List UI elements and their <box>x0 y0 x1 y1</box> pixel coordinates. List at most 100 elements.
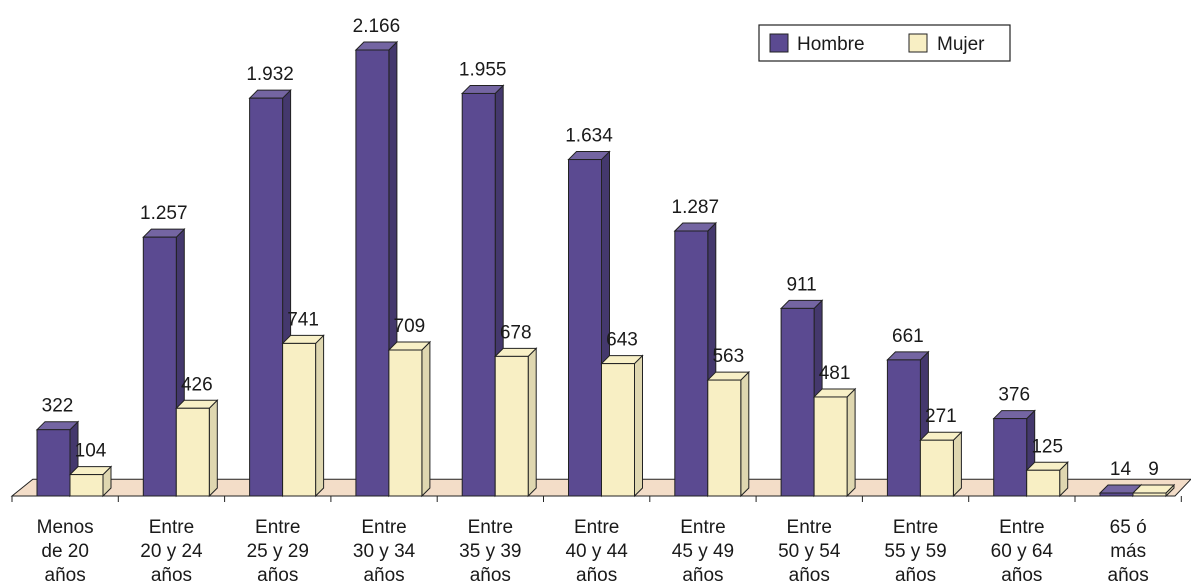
bar-hombre-6 <box>673 221 718 498</box>
bar-hombre-0-front <box>36 429 71 497</box>
category-label-9-line-2: años <box>1001 565 1042 584</box>
category-label-5-line-0: Entre <box>574 517 619 538</box>
category-label-6-line-2: años <box>682 565 723 584</box>
bar-mujer-4-side <box>527 347 537 498</box>
bar-mujer-8-front <box>919 439 954 497</box>
category-label-3-line-2: años <box>363 565 404 584</box>
category-label-0-line-0: Menos <box>37 517 94 538</box>
category-labels-group: Menos de 20 años Entre 20 y 24 años Entre 25 y … <box>37 517 1149 584</box>
bar-mujer-4-front <box>494 355 529 497</box>
bar-mujer-2-front <box>282 342 317 497</box>
category-label-0-line-2: años <box>45 565 86 584</box>
category-label-8-line-2: años <box>895 565 936 584</box>
category-label-2-line-1: 25 y 29 <box>247 541 309 562</box>
data-label-mujer-0: 104 <box>75 441 107 462</box>
data-label-hombre-0: 322 <box>42 396 74 417</box>
bar-mujer-6-top <box>706 371 751 381</box>
data-label-mujer-6: 563 <box>712 346 744 367</box>
bars-group <box>35 40 1176 498</box>
bar-mujer-3-side <box>421 340 431 498</box>
bar-hombre-9-top <box>992 410 1036 420</box>
category-label-1-line-1: 20 y 24 <box>140 541 203 562</box>
bar-hombre-3-top <box>354 41 399 51</box>
bar-hombre-5-top <box>567 151 611 161</box>
bar-mujer-3-front <box>388 349 423 497</box>
category-label-3-line-1: 30 y 34 <box>353 541 416 562</box>
data-label-mujer-7: 481 <box>819 363 851 384</box>
data-label-hombre-5: 1.634 <box>565 126 613 147</box>
data-label-hombre-6: 1.287 <box>672 197 720 218</box>
data-label-hombre-2: 1.932 <box>246 64 294 85</box>
bar-mujer-4-top <box>493 347 538 357</box>
bar-hombre-7-top <box>779 299 824 309</box>
bar-mujer-1-side <box>208 399 218 498</box>
category-label-8-line-1: 55 y 59 <box>884 541 946 562</box>
bar-mujer-0 <box>68 465 113 498</box>
category-label-9-line-1: 60 y 64 <box>991 541 1054 562</box>
category-label-7-line-1: 50 y 54 <box>778 541 841 562</box>
bar-hombre-7-front <box>780 307 815 497</box>
category-label-7-line-0: Entre <box>787 517 832 538</box>
bar-hombre-3-front <box>355 49 390 497</box>
legend-swatch-hombre <box>769 33 789 53</box>
category-label-6-line-0: Entre <box>680 517 725 538</box>
bar-mujer-5-top <box>600 355 644 365</box>
data-label-hombre-3: 2.166 <box>353 16 401 37</box>
bar-hombre-10-front <box>1099 492 1134 497</box>
bar-mujer-6-front <box>707 379 742 497</box>
bar-mujer-9-front <box>1026 469 1061 497</box>
category-label-9-line-0: Entre <box>999 517 1044 538</box>
bar-mujer-9 <box>1025 461 1069 498</box>
data-label-hombre-10: 14 <box>1110 459 1132 480</box>
category-label-5-line-2: años <box>576 565 617 584</box>
bar-mujer-3 <box>387 340 432 498</box>
data-label-mujer-4: 678 <box>500 322 532 343</box>
bar-hombre-3 <box>354 40 399 498</box>
bar-mujer-2-side <box>315 334 325 498</box>
category-label-4-line-2: años <box>470 565 511 584</box>
bar-mujer-8-top <box>919 431 963 441</box>
legend-box <box>758 24 1011 62</box>
bar-mujer-6 <box>706 370 751 498</box>
bar-mujer-1 <box>175 399 219 498</box>
bar-hombre-4-front <box>461 92 496 497</box>
bar-mujer-10-top <box>1131 484 1176 494</box>
category-label-1-line-0: Entre <box>149 517 194 538</box>
bar-hombre-9-front <box>993 418 1028 497</box>
bar-mujer-10-front <box>1132 492 1167 497</box>
category-label-1-line-2: años <box>151 565 192 584</box>
bar-hombre-6-top <box>673 222 718 232</box>
data-label-hombre-8: 661 <box>892 326 924 347</box>
data-labels-group: 322 104 1.257 426 1.932 741 2.166 709 1.955 678 1.… <box>42 16 1159 480</box>
bar-hombre-1-top <box>142 228 186 238</box>
bar-mujer-7-top <box>812 388 857 398</box>
legend: Hombre Mujer <box>758 24 1011 62</box>
bar-mujer-5-side <box>634 354 643 498</box>
bar-mujer-1-top <box>175 399 219 409</box>
bar-mujer-7-front <box>813 396 848 497</box>
category-label-2-line-2: años <box>257 565 298 584</box>
bar-mujer-2-top <box>281 334 325 344</box>
bar-mujer-3-top <box>387 341 432 351</box>
bar-mujer-7 <box>812 387 857 498</box>
bar-mujer-2 <box>281 334 325 498</box>
bar-mujer-8-side <box>952 430 962 498</box>
legend-swatch-mujer <box>908 33 928 53</box>
category-label-3-line-0: Entre <box>361 517 406 538</box>
bar-mujer-0-top <box>68 466 113 476</box>
legend-label-hombre: Hombre <box>797 34 865 55</box>
bar-mujer-10 <box>1131 483 1176 498</box>
bar-hombre-7 <box>779 299 824 498</box>
category-label-10-line-0: 65 ó <box>1110 517 1147 538</box>
bar-mujer-1-front <box>175 407 210 497</box>
bar-hombre-2-front <box>249 97 284 497</box>
category-label-0-line-1: de 20 <box>41 541 89 562</box>
bar-hombre-8-top <box>886 351 930 361</box>
bar-hombre-1-front <box>142 236 177 497</box>
data-label-mujer-2: 741 <box>287 309 319 330</box>
bar-mujer-7-side <box>846 387 856 498</box>
data-label-mujer-5: 643 <box>606 330 638 351</box>
bar-hombre-2-top <box>248 89 292 99</box>
data-label-mujer-1: 426 <box>181 374 213 395</box>
